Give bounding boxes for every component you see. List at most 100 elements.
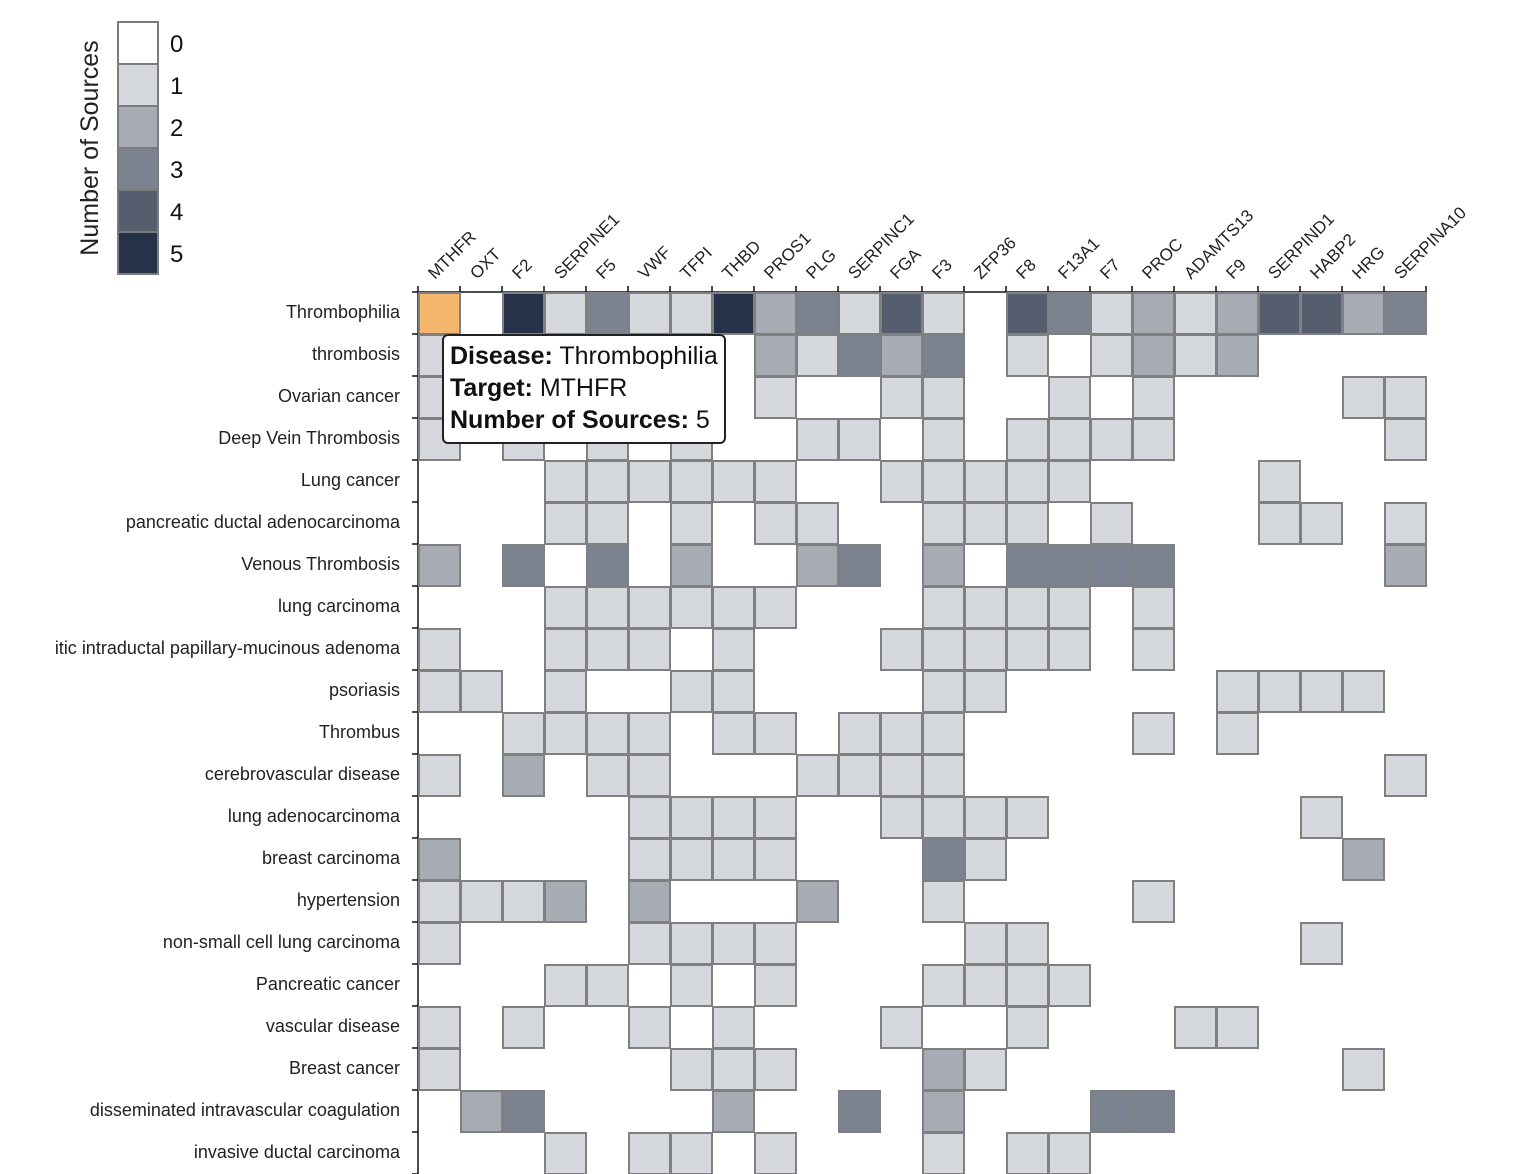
heatmap-cell[interactable] [922,838,965,881]
heatmap-cell[interactable] [1342,376,1385,419]
heatmap-cell[interactable] [544,586,587,629]
heatmap-cell[interactable] [964,586,1007,629]
heatmap-cell[interactable] [1006,1006,1049,1049]
heatmap-cell[interactable] [754,334,797,377]
heatmap-cell[interactable] [880,292,923,335]
heatmap-cell[interactable] [922,1090,965,1133]
heatmap-cell[interactable] [1132,292,1175,335]
heatmap-cell[interactable] [964,796,1007,839]
heatmap-cell[interactable] [1006,964,1049,1007]
heatmap-cell[interactable] [922,712,965,755]
heatmap-cell[interactable] [628,460,671,503]
heatmap-cell[interactable] [418,754,461,797]
heatmap-cell[interactable] [1048,1132,1091,1174]
heatmap-cell[interactable] [418,628,461,671]
heatmap-cell[interactable] [1090,292,1133,335]
heatmap-cell[interactable] [670,1132,713,1174]
heatmap-cell[interactable] [670,586,713,629]
heatmap-cell[interactable] [1300,922,1343,965]
heatmap-cell[interactable] [1384,418,1427,461]
heatmap-cell[interactable] [1300,292,1343,335]
heatmap-cell[interactable] [754,922,797,965]
heatmap-cell[interactable] [670,544,713,587]
heatmap-cell[interactable] [1006,1132,1049,1174]
heatmap-cell[interactable] [628,586,671,629]
heatmap-cell[interactable] [922,670,965,713]
heatmap-cell[interactable] [880,796,923,839]
heatmap-cell[interactable] [586,712,629,755]
heatmap-cell[interactable] [712,1048,755,1091]
heatmap-cell[interactable] [1132,376,1175,419]
heatmap-cell[interactable] [838,334,881,377]
heatmap-cell[interactable] [796,754,839,797]
heatmap-cell[interactable] [1006,418,1049,461]
heatmap-cell[interactable] [544,628,587,671]
heatmap-cell[interactable] [796,292,839,335]
heatmap-cell[interactable] [1006,922,1049,965]
heatmap-cell[interactable] [796,544,839,587]
heatmap-cell[interactable] [754,1132,797,1174]
heatmap-cell[interactable] [838,544,881,587]
heatmap-cell[interactable] [922,334,965,377]
heatmap-cell[interactable] [712,1090,755,1133]
heatmap-cell[interactable] [418,1048,461,1091]
heatmap-cell[interactable] [1090,544,1133,587]
heatmap-cell[interactable] [796,502,839,545]
heatmap-cell[interactable] [1384,292,1427,335]
heatmap-cell[interactable] [1006,586,1049,629]
heatmap-cell[interactable] [922,964,965,1007]
heatmap-cell[interactable] [1048,544,1091,587]
heatmap-cell[interactable] [922,754,965,797]
heatmap-cell[interactable] [796,880,839,923]
heatmap-cell[interactable] [544,292,587,335]
heatmap-cell[interactable] [418,1006,461,1049]
heatmap-cell[interactable] [922,418,965,461]
heatmap-cell[interactable] [964,460,1007,503]
heatmap-cell[interactable] [502,880,545,923]
heatmap-cell[interactable] [544,880,587,923]
heatmap-cell[interactable] [1132,544,1175,587]
heatmap-cell-highlighted[interactable] [418,292,461,335]
heatmap-cell[interactable] [1132,628,1175,671]
heatmap-cell[interactable] [1216,670,1259,713]
heatmap-cell[interactable] [838,754,881,797]
heatmap-cell[interactable] [502,754,545,797]
heatmap-cell[interactable] [1048,292,1091,335]
heatmap-cell[interactable] [964,922,1007,965]
heatmap-cell[interactable] [628,922,671,965]
heatmap-cell[interactable] [586,964,629,1007]
heatmap-cell[interactable] [880,712,923,755]
heatmap-cell[interactable] [754,796,797,839]
heatmap-cell[interactable] [586,502,629,545]
heatmap-cell[interactable] [502,1006,545,1049]
heatmap-cell[interactable] [1132,712,1175,755]
heatmap-cell[interactable] [670,922,713,965]
heatmap-cell[interactable] [1006,544,1049,587]
heatmap-cell[interactable] [418,838,461,881]
heatmap-cell[interactable] [1216,1006,1259,1049]
heatmap-cell[interactable] [628,628,671,671]
heatmap-cell[interactable] [754,1048,797,1091]
heatmap-cell[interactable] [1300,670,1343,713]
heatmap-cell[interactable] [838,292,881,335]
heatmap-cell[interactable] [544,670,587,713]
heatmap-cell[interactable] [1216,292,1259,335]
heatmap-cell[interactable] [1258,502,1301,545]
heatmap-cell[interactable] [922,376,965,419]
heatmap-cell[interactable] [1216,712,1259,755]
heatmap-cell[interactable] [964,502,1007,545]
heatmap-cell[interactable] [712,586,755,629]
heatmap-cell[interactable] [1048,628,1091,671]
heatmap-cell[interactable] [1090,1090,1133,1133]
heatmap-cell[interactable] [1342,292,1385,335]
heatmap-cell[interactable] [1132,418,1175,461]
heatmap-cell[interactable] [670,292,713,335]
heatmap-cell[interactable] [1174,334,1217,377]
heatmap-cell[interactable] [670,796,713,839]
heatmap-cell[interactable] [1384,544,1427,587]
heatmap-cell[interactable] [712,838,755,881]
heatmap-cell[interactable] [964,1048,1007,1091]
heatmap-cell[interactable] [586,544,629,587]
heatmap-cell[interactable] [1006,334,1049,377]
heatmap-cell[interactable] [418,544,461,587]
